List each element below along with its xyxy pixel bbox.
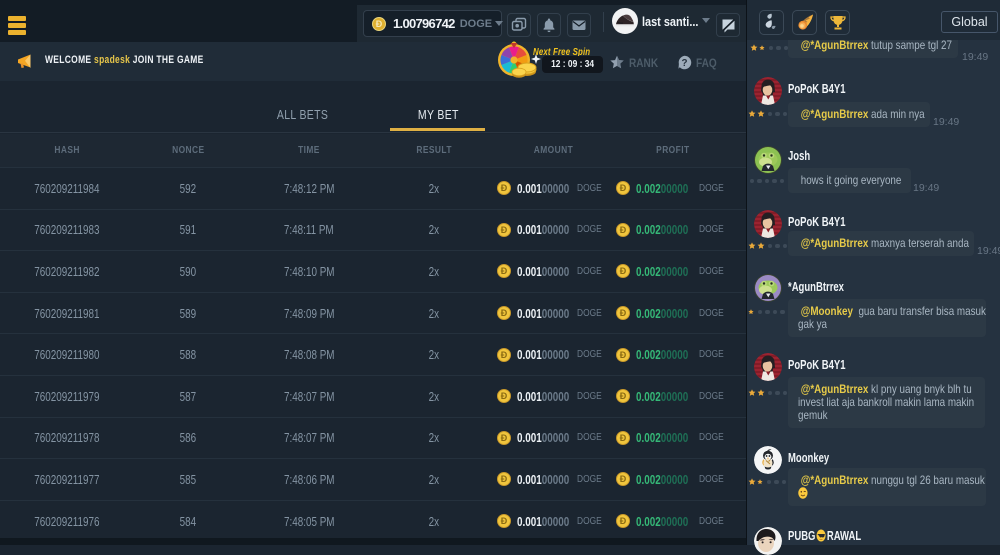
svg-text:?: ? xyxy=(681,58,687,69)
